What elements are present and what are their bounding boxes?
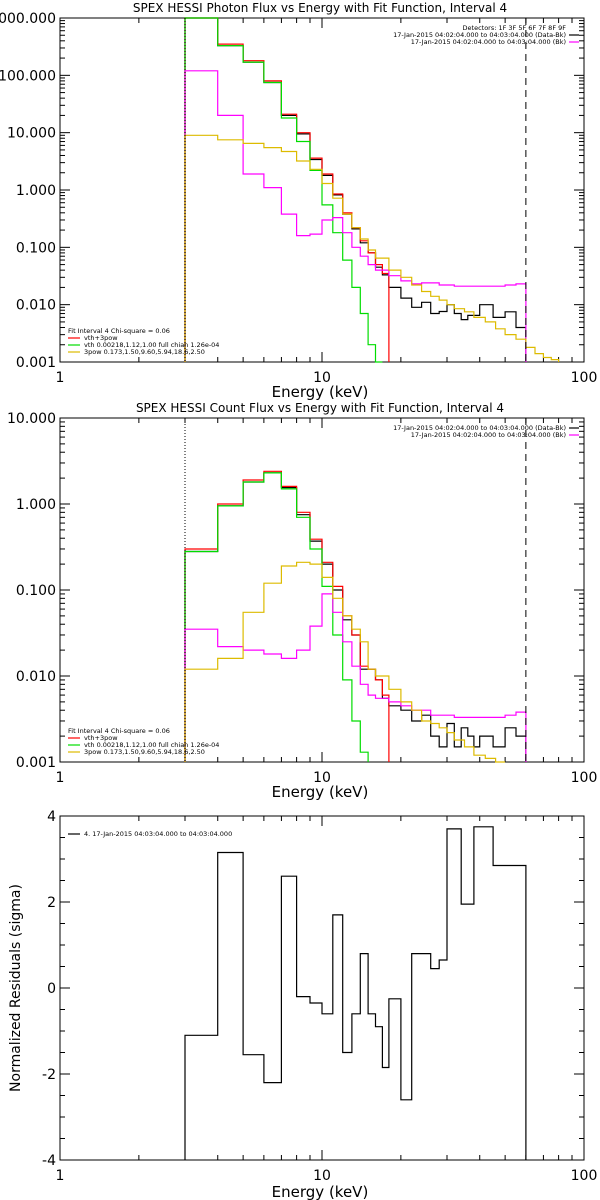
fit-legend-text: Fit Interval 4 Chi-square = 0.06 xyxy=(68,327,170,335)
series-line xyxy=(184,134,560,362)
x-ticks: 1 10 100 xyxy=(56,418,598,786)
y-tick-label: 0.010 xyxy=(16,298,56,314)
y-tick-label: 10.000 xyxy=(7,126,56,142)
y-tick-label: 0.001 xyxy=(16,755,56,771)
y-tick-label: -2 xyxy=(42,1067,56,1083)
y-ticks: 10.000 1.000 0.100 0.010 0.001 xyxy=(7,411,584,771)
fit-legend: Fit Interval 4 Chi-square = 0.06vth+3pow… xyxy=(68,727,219,756)
residual-legend: 4. 17-Jan-2015 04:03:04.000 to 04:03:04.… xyxy=(68,830,232,838)
x-tick-label: 100 xyxy=(571,770,598,786)
y-tick-label: 0.010 xyxy=(16,669,56,685)
residuals-panel: 4 2 0 -2 -4 1 10 100 4. 17-Jan-2015 04:03:04.0… xyxy=(8,809,597,1200)
series-line xyxy=(184,470,390,762)
fit-legend-text: vth 0.00218,1.12,1.00 full chian 1.26e-0… xyxy=(84,341,219,349)
series-line xyxy=(184,472,369,762)
fit-legend-text: 3pow 0.173,1.50,9.60,5.94,18.6,2.50 xyxy=(84,348,205,356)
info-legend: Detectors: 1F 3F 5F 6F 7F 8F 9F17-Jan-20… xyxy=(393,24,579,46)
y-tick-label: 1.000 xyxy=(16,183,56,199)
x-axis-label: Energy (keV) xyxy=(272,383,369,401)
fit-legend-text: 3pow 0.173,1.50,9.60,5.94,18.6,2.50 xyxy=(84,748,205,756)
y-ticks: 4 2 0 -2 -4 xyxy=(42,809,584,1169)
plot-frame xyxy=(59,815,585,1161)
series-line xyxy=(184,17,390,362)
info-legend-text: 17-Jan-2015 04:02:04.000 to 04:03:04.000… xyxy=(393,424,566,432)
fit-legend-text: vth 0.00218,1.12,1.00 full chian 1.26e-0… xyxy=(84,741,219,749)
fit-legend-text: Fit Interval 4 Chi-square = 0.06 xyxy=(68,727,170,735)
info-legend-text: 17-Jan-2015 04:02:04.000 to 04:03:04.000… xyxy=(411,38,566,46)
info-legend-text: 17-Jan-2015 04:02:04.000 to 04:03:04.000… xyxy=(411,431,566,439)
series-group xyxy=(184,826,527,1160)
marker-lines xyxy=(184,418,527,762)
fit-legend: Fit Interval 4 Chi-square = 0.06vth+3pow… xyxy=(68,327,219,356)
y-tick-label: 0.100 xyxy=(16,583,56,599)
y-tick-label: -4 xyxy=(42,1153,56,1169)
info-legend-text: Detectors: 1F 3F 5F 6F 7F 8F 9F xyxy=(463,24,567,32)
y-tick-label: 2 xyxy=(47,895,56,911)
chart-title: SPEX HESSI Photon Flux vs Energy with Fi… xyxy=(133,1,507,15)
x-tick-label: 100 xyxy=(571,370,598,386)
series-line xyxy=(184,593,527,762)
x-tick-label: 1 xyxy=(56,370,65,386)
info-legend-text: 17-Jan-2015 04:02:04.000 to 04:03:04.000… xyxy=(393,31,566,39)
photon-flux-panel: SPEX HESSI Photon Flux vs Energy with Fi… xyxy=(0,1,597,401)
x-tick-label: 10 xyxy=(313,1168,331,1184)
series-line xyxy=(184,826,527,1160)
x-tick-label: 10 xyxy=(313,370,331,386)
series-group xyxy=(184,470,527,763)
y-tick-label: 100.000 xyxy=(0,68,56,84)
series-group xyxy=(184,17,560,363)
series-line xyxy=(184,472,527,762)
y-tick-label: 10.000 xyxy=(7,411,56,427)
x-tick-label: 10 xyxy=(313,770,331,786)
y-tick-label: 0.100 xyxy=(16,240,56,256)
series-line xyxy=(184,17,527,362)
x-ticks: 1 10 100 xyxy=(56,816,598,1184)
count-flux-panel: SPEX HESSI Count Flux vs Energy with Fit… xyxy=(7,401,597,801)
y-tick-label: 0.001 xyxy=(16,355,56,371)
series-line xyxy=(184,561,506,763)
series-line xyxy=(184,70,527,362)
chart-title: SPEX HESSI Count Flux vs Energy with Fit… xyxy=(136,401,504,415)
x-axis-label: Energy (keV) xyxy=(272,783,369,801)
series-line xyxy=(184,17,383,363)
info-legend: 17-Jan-2015 04:02:04.000 to 04:03:04.000… xyxy=(393,424,579,439)
x-axis-label: Energy (keV) xyxy=(272,1183,369,1200)
y-tick-label: 1.000 xyxy=(16,497,56,513)
plot-frame xyxy=(59,417,585,763)
x-tick-label: 100 xyxy=(571,1168,598,1184)
residual-legend-text: 4. 17-Jan-2015 04:03:04.000 to 04:03:04.… xyxy=(84,830,232,838)
x-tick-label: 1 xyxy=(56,770,65,786)
y-axis-label: Normalized Residuals (sigma) xyxy=(8,884,24,1092)
y-tick-label: 0 xyxy=(47,981,56,997)
fit-legend-text: vth+3pow xyxy=(84,334,118,342)
y-tick-label: 4 xyxy=(47,809,56,825)
x-tick-label: 1 xyxy=(56,1168,65,1184)
marker-lines xyxy=(184,18,527,362)
fit-legend-text: vth+3pow xyxy=(84,734,118,742)
